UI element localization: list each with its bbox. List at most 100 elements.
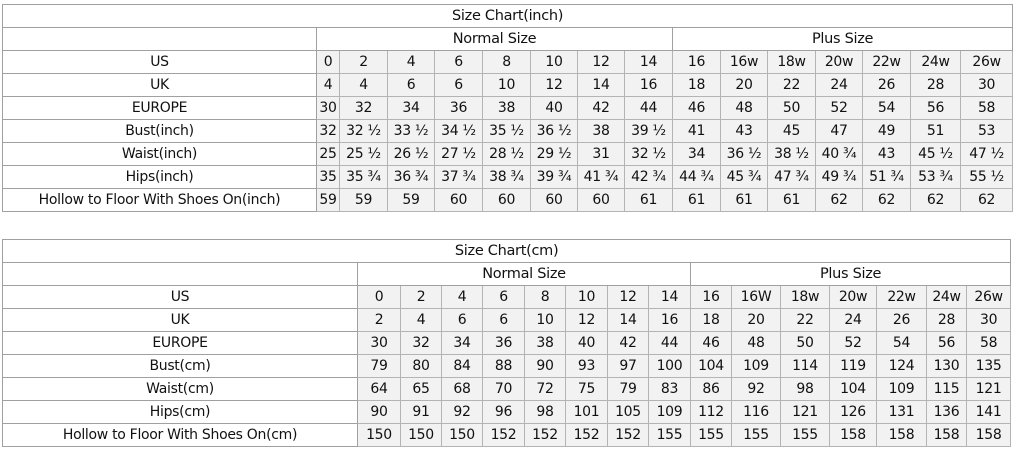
table-cell: 152: [482, 423, 525, 447]
row-label: Hips(cm): [2, 400, 358, 424]
table-cell: 47 ¾: [767, 165, 816, 189]
table-cell: 4: [316, 73, 340, 97]
table-cell: 45 ¾: [720, 165, 768, 189]
table-cell: 12: [565, 308, 608, 332]
table-cell: 79: [607, 377, 649, 401]
table-cell: 6: [482, 308, 525, 332]
table-cell: 48: [720, 96, 768, 120]
row-label: Bust(cm): [2, 354, 358, 378]
table-cell: 25: [316, 142, 340, 166]
table-cell: 43: [720, 119, 768, 143]
table-cell: 60: [482, 188, 531, 212]
table-cell: 158: [829, 423, 877, 447]
table-cell: 53 ¾: [910, 165, 961, 189]
table-cell: 8: [524, 285, 566, 309]
table-cell: 16: [672, 50, 721, 74]
table-cell: 56: [910, 96, 961, 120]
table-cell: 44: [648, 331, 691, 355]
table-cell: 51 ¾: [862, 165, 911, 189]
table-cell: 72: [524, 377, 566, 401]
table-cell: 155: [731, 423, 781, 447]
table-cell: 38: [482, 96, 531, 120]
table-row: Hips(cm) 90 91 92 96 98 101 105 109 112 116 121 126 1…: [2, 400, 1012, 424]
table-cell: 41: [672, 119, 721, 143]
table-cell: 10: [524, 308, 566, 332]
table-cell: 16: [648, 308, 691, 332]
table-cell: 131: [876, 400, 927, 424]
table-cell: 26w: [959, 50, 1014, 74]
table-cell: 60: [530, 188, 578, 212]
table-row: Bust(cm) 79 80 84 88 90 93 97 100 104 109 114 119 124…: [2, 354, 1012, 378]
row-label: Hips(inch): [2, 165, 317, 189]
table-cell: 92: [441, 400, 483, 424]
table-cell: 109: [876, 377, 927, 401]
table-cell: 58: [965, 331, 1012, 355]
table-cell: 28 ½: [482, 142, 531, 166]
table-cell: 25 ½: [339, 142, 388, 166]
table-cell: 2: [400, 285, 442, 309]
table-cell: 54: [862, 96, 911, 120]
table-cell: 34: [387, 96, 435, 120]
table-title: Size Chart(cm): [1, 239, 1012, 263]
table-cell: 2: [339, 50, 388, 74]
size-group-header: Normal Size: [316, 27, 673, 51]
table-cell: 98: [524, 400, 566, 424]
group-row: Normal Size Plus Size: [2, 27, 1014, 51]
table-cell: 40 ¾: [815, 142, 863, 166]
table-cell: 104: [829, 377, 877, 401]
table-cell: 60: [434, 188, 483, 212]
table-cell: 26: [862, 73, 911, 97]
row-label: Waist(cm): [2, 377, 358, 401]
table-cell: 52: [829, 331, 877, 355]
table-row: EUROPE 30 32 34 36 38 40 42 44 46 48 50 52 54 56 58: [2, 331, 1012, 355]
table-cell: 42: [577, 96, 625, 120]
table-cell: 65: [400, 377, 442, 401]
table-cell: 22w: [862, 50, 911, 74]
size-chart-cm-table: Size Chart(cm) Normal Size Plus Size US 0 2 4 6…: [1, 239, 1012, 447]
title-row: Size Chart(inch): [1, 4, 1014, 28]
table-cell: 61: [720, 188, 768, 212]
table-cell: 158: [926, 423, 967, 447]
table-cell: 32: [400, 331, 442, 355]
table-cell: 38: [524, 331, 566, 355]
table-cell: 58: [959, 96, 1014, 120]
table-cell: 100: [648, 354, 691, 378]
table-cell: 36 ¾: [387, 165, 435, 189]
table-cell: 6: [482, 285, 525, 309]
table-cell: 16: [624, 73, 673, 97]
table-cell: 29 ½: [530, 142, 578, 166]
table-cell: 18w: [767, 50, 816, 74]
table-cell: 88: [482, 354, 525, 378]
table-cell: 27 ½: [434, 142, 483, 166]
table-cell: 158: [876, 423, 927, 447]
table-cell: 36 ½: [720, 142, 768, 166]
table-cell: 44 ¾: [672, 165, 721, 189]
row-label: UK: [2, 73, 317, 97]
table-cell: 26 ½: [387, 142, 435, 166]
table-cell: 51: [910, 119, 961, 143]
table-cell: 14: [648, 285, 691, 309]
table-cell: 62: [959, 188, 1014, 212]
table-cell: 22: [767, 73, 816, 97]
table-cell: 61: [767, 188, 816, 212]
table-cell: 10: [565, 285, 608, 309]
table-cell: 34: [441, 331, 483, 355]
table-cell: 6: [434, 73, 483, 97]
table-cell: 92: [731, 377, 781, 401]
table-cell: 40: [530, 96, 578, 120]
group-label-blank: [2, 27, 317, 51]
table-cell: 0: [357, 285, 401, 309]
table-cell: 141: [965, 400, 1012, 424]
row-label: UK: [2, 308, 358, 332]
table-cell: 135: [965, 354, 1012, 378]
table-cell: 52: [815, 96, 863, 120]
table-cell: 150: [357, 423, 401, 447]
table-cell: 98: [780, 377, 830, 401]
table-cell: 101: [565, 400, 608, 424]
table-cell: 96: [482, 400, 525, 424]
table-cell: 46: [690, 331, 732, 355]
table-cell: 18: [690, 308, 732, 332]
table-row: UK 2 4 6 6 10 12 14 16 18 20 22 24 26 28 30: [2, 308, 1012, 332]
table-cell: 158: [965, 423, 1012, 447]
